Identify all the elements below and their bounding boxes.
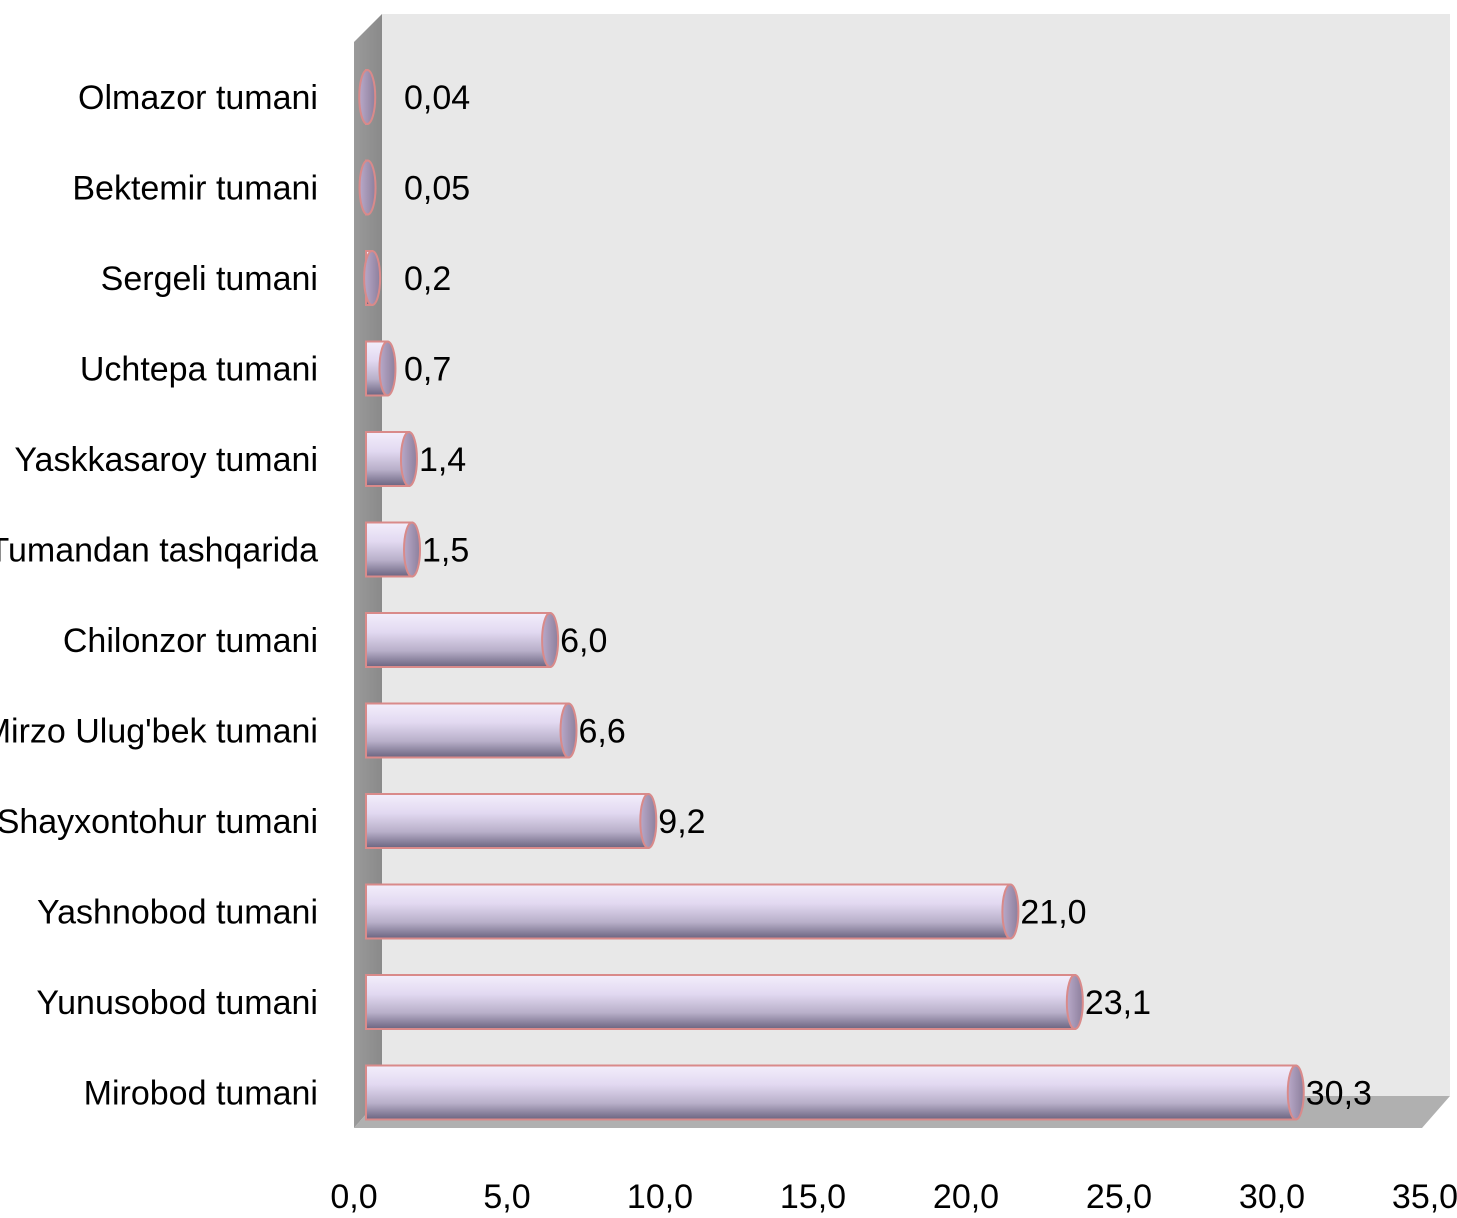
bar <box>365 1064 1305 1121</box>
bar <box>365 974 1084 1030</box>
bar-cap <box>639 793 658 849</box>
bar-cap <box>399 431 418 487</box>
value-label: 0,7 <box>404 351 451 389</box>
value-label: 0,04 <box>404 79 470 117</box>
category-label: Mirzo Ulug'bek tumani <box>0 713 318 751</box>
value-label: 23,1 <box>1085 984 1151 1022</box>
category-label: Mirobod tumani <box>84 1075 318 1113</box>
bar <box>358 69 377 125</box>
value-label: 6,6 <box>579 713 626 751</box>
x-tick-label: 10,0 <box>627 1178 693 1216</box>
x-tick-label: 25,0 <box>1086 1178 1152 1216</box>
value-label: 1,5 <box>422 532 469 570</box>
bar <box>365 793 658 849</box>
category-label: Bektemir tumani <box>72 170 318 208</box>
x-tick-label: 35,0 <box>1392 1178 1457 1216</box>
bar <box>363 250 382 306</box>
category-label: Sergeli tumani <box>101 260 318 298</box>
bar-cap <box>1001 883 1020 940</box>
bar-body <box>365 702 570 759</box>
bar-body <box>365 1064 1297 1121</box>
bar <box>358 159 377 216</box>
bar-cap <box>1286 1064 1305 1121</box>
bar <box>365 612 560 668</box>
bar <box>365 431 418 487</box>
x-tick-label: 5,0 <box>483 1178 530 1216</box>
bar-cap <box>363 250 382 306</box>
bar-body <box>365 612 552 668</box>
bar-cap <box>1065 974 1084 1030</box>
bar <box>365 702 578 759</box>
plot-area <box>354 14 1450 1128</box>
bar-body <box>365 974 1076 1030</box>
x-tick-label: 30,0 <box>1239 1178 1305 1216</box>
bars <box>358 69 1305 1121</box>
category-label: Uchtepa tumani <box>80 351 318 389</box>
bar-body <box>365 883 1012 940</box>
value-label: 0,2 <box>404 260 451 298</box>
category-label: Tumandan tashqarida <box>0 532 318 570</box>
category-label: Yunusobod tumani <box>36 984 318 1022</box>
value-label: 6,0 <box>560 622 607 660</box>
bar-cap <box>403 521 422 578</box>
category-labels: Olmazor tumani Bektemir tumani Sergeli tum… <box>0 79 318 1113</box>
bar <box>365 521 422 578</box>
category-label: Chilonzor tumani <box>63 622 318 660</box>
value-label: 30,3 <box>1306 1075 1372 1113</box>
x-tick-label: 20,0 <box>933 1178 999 1216</box>
bar-cap <box>378 340 397 397</box>
x-tick-label: 0,0 <box>330 1178 377 1216</box>
bar-cap <box>541 612 560 668</box>
x-axis-tick-labels: 0,0 5,0 10,0 15,0 20,0 25,0 30,0 35,0 <box>330 1178 1457 1216</box>
category-label: Yaskkasaroy tumani <box>14 441 318 479</box>
x-tick-label: 15,0 <box>780 1178 846 1216</box>
value-labels: 0,04 0,05 0,2 0,7 1,4 1,5 6,0 6,6 9,2 21,0 23,1 30,… <box>404 79 1372 1113</box>
category-label: Shayxontohur tumani <box>0 803 318 841</box>
value-label: 9,2 <box>658 803 705 841</box>
value-label: 0,05 <box>404 170 470 208</box>
bar <box>365 340 397 397</box>
category-label: Yashnobod tumani <box>37 894 318 932</box>
bar-cap <box>559 702 578 759</box>
value-label: 1,4 <box>419 441 466 479</box>
bar-cap <box>358 159 377 216</box>
category-label: Olmazor tumani <box>78 79 318 117</box>
bar <box>365 883 1020 940</box>
bar-body <box>365 793 650 849</box>
bar-cap <box>358 69 377 125</box>
value-label: 21,0 <box>1020 894 1086 932</box>
